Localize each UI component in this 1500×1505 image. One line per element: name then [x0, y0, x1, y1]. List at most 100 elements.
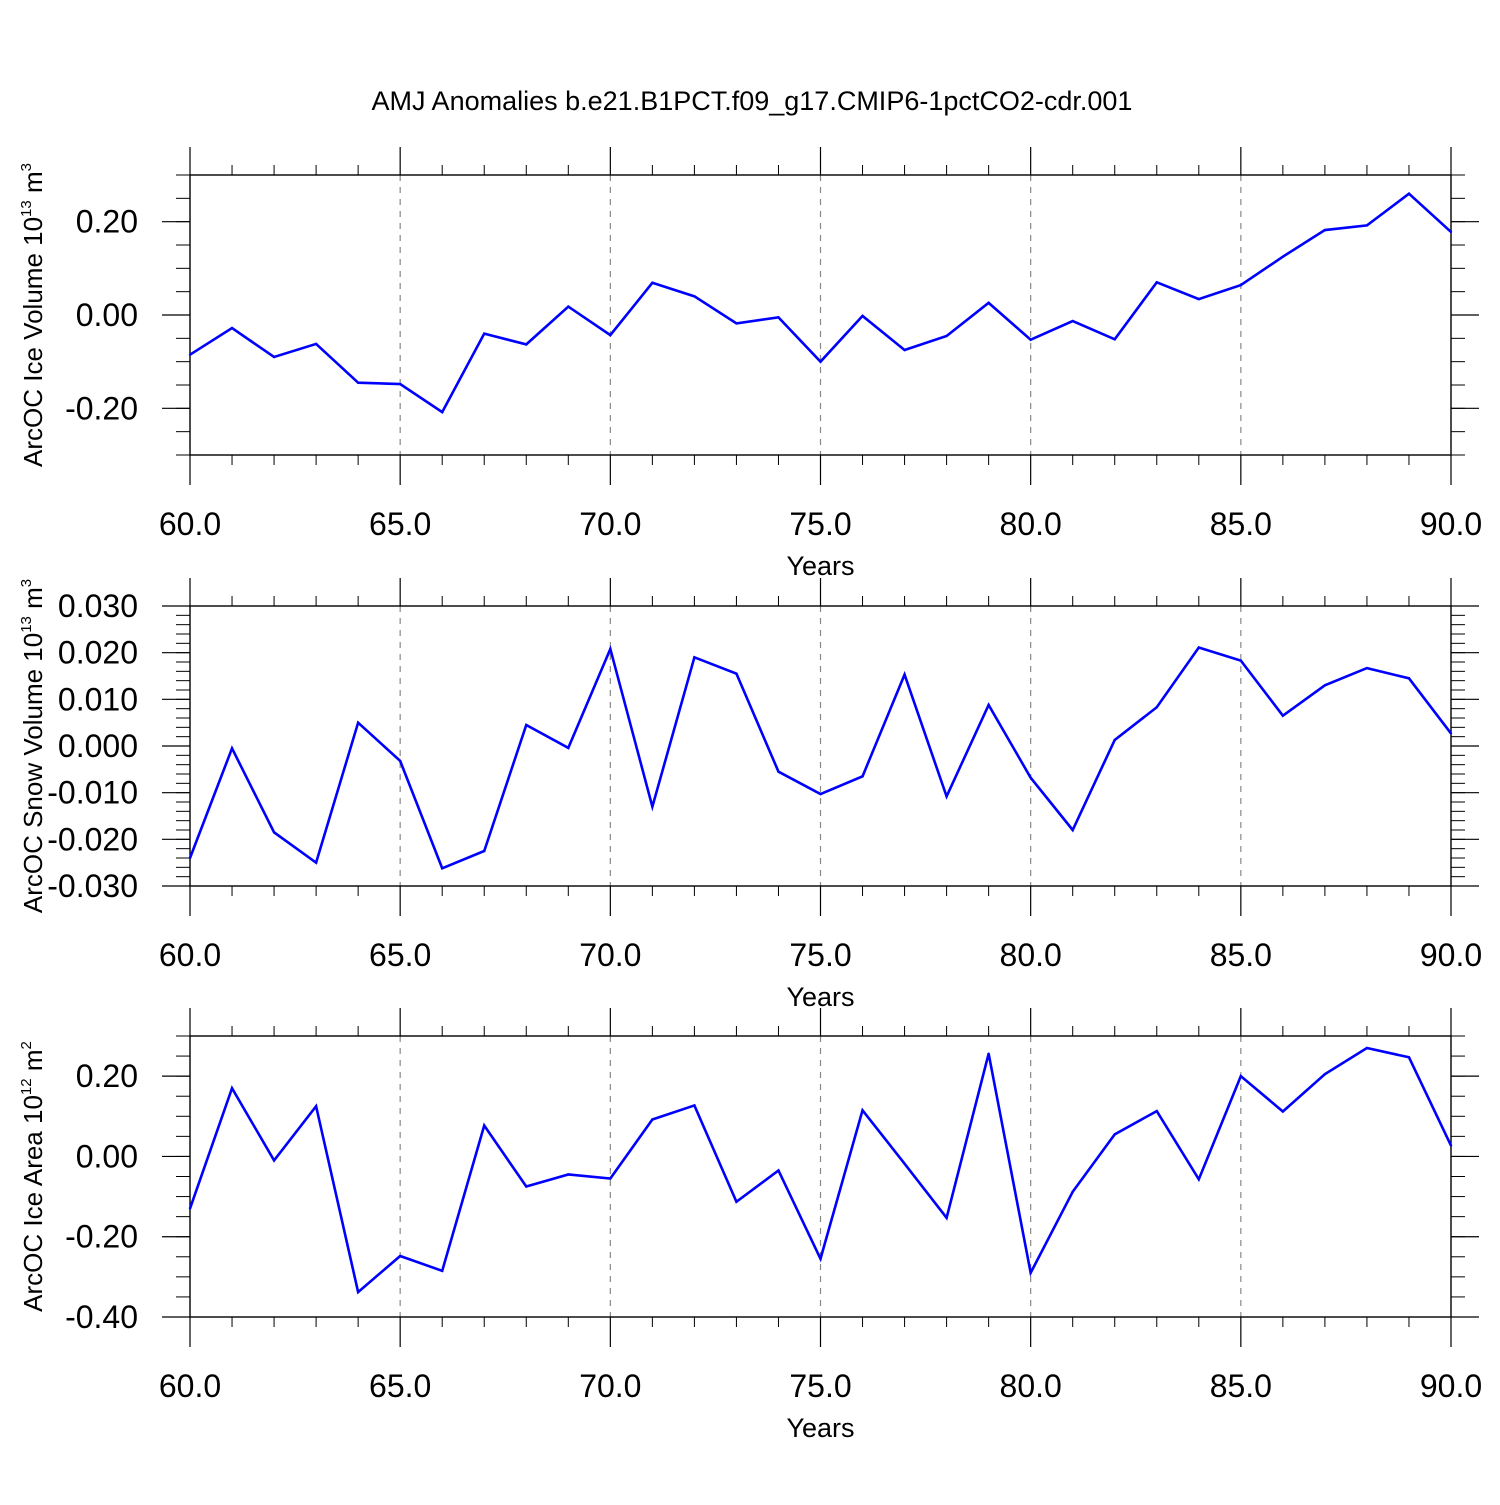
plot-frame	[189, 1035, 1452, 1318]
data-point	[609, 333, 612, 337]
data-point	[987, 1052, 990, 1055]
data-point	[1155, 1109, 1158, 1113]
data-point	[525, 723, 528, 727]
x-tick-label: 80.0	[1000, 937, 1062, 973]
data-point	[735, 672, 738, 675]
data-point	[1029, 776, 1032, 779]
data-point	[609, 647, 612, 651]
data-point	[188, 353, 192, 356]
x-tick-label: 75.0	[789, 1368, 851, 1404]
x-tick-label: 70.0	[579, 506, 641, 542]
data-point	[1323, 228, 1327, 232]
data-point	[693, 295, 696, 298]
data-point	[651, 805, 654, 808]
data-point	[230, 326, 234, 330]
data-point	[1281, 255, 1285, 258]
data-point	[567, 305, 570, 308]
data-point	[693, 1104, 696, 1107]
x-tick-label: 60.0	[159, 937, 221, 973]
x-tick-label: 60.0	[159, 506, 221, 542]
data-point	[1113, 1133, 1116, 1136]
y-tick-label: 0.20	[76, 204, 138, 240]
x-tick-label: 90.0	[1420, 506, 1482, 542]
data-point	[1365, 224, 1369, 227]
data-point	[1323, 1072, 1327, 1076]
data-point	[441, 410, 444, 414]
x-tick-label: 65.0	[369, 1368, 431, 1404]
data-point	[693, 656, 696, 659]
data-point	[230, 1086, 234, 1090]
data-point	[356, 1290, 360, 1294]
y-tick-label: -0.010	[47, 775, 138, 811]
data-point	[356, 381, 360, 384]
data-point	[1281, 1110, 1285, 1113]
data-point	[735, 1200, 738, 1203]
data-point	[314, 861, 318, 864]
x-tick-label: 70.0	[579, 1368, 641, 1404]
y-axis-label: ArcOC Snow Volume 1013 m3	[18, 579, 48, 913]
plot-frame	[189, 605, 1452, 887]
x-axis-label: Years	[786, 1413, 854, 1443]
data-point	[609, 1177, 612, 1180]
y-tick-label: 0.00	[76, 1138, 138, 1174]
y-tick-label: -0.20	[65, 390, 138, 426]
data-point	[987, 703, 990, 707]
data-point	[1239, 1074, 1243, 1078]
x-tick-label: 65.0	[369, 506, 431, 542]
data-point	[903, 348, 906, 352]
x-axis-label: Years	[786, 551, 854, 581]
data-point	[1071, 1190, 1074, 1193]
y-tick-label: 0.020	[58, 635, 138, 671]
y-tick-label: 0.000	[58, 728, 138, 764]
data-point	[1407, 1056, 1411, 1059]
data-point	[903, 1162, 906, 1165]
data-point	[777, 770, 780, 773]
y-tick-label: -0.020	[47, 821, 138, 857]
plot-frame	[189, 174, 1452, 456]
y-tick-label: -0.40	[65, 1299, 138, 1335]
data-point	[272, 1159, 276, 1162]
data-point	[1323, 684, 1327, 687]
data-point	[1365, 666, 1369, 670]
data-point	[1449, 1144, 1453, 1147]
data-point	[1113, 738, 1116, 742]
data-point	[1407, 192, 1411, 195]
y-axis-label: ArcOC Ice Volume 1013 m3	[18, 163, 48, 467]
data-point	[272, 355, 276, 359]
data-point	[777, 1169, 780, 1172]
y-tick-label: 0.00	[76, 297, 138, 333]
y-tick-label: -0.030	[47, 868, 138, 904]
x-tick-label: 85.0	[1210, 1368, 1272, 1404]
data-point	[651, 281, 654, 284]
data-point	[819, 360, 822, 363]
data-point	[567, 746, 570, 750]
y-tick-label: 0.010	[58, 681, 138, 717]
data-point	[567, 1173, 570, 1176]
y-tick-label: -0.20	[65, 1219, 138, 1255]
data-point	[1071, 828, 1074, 832]
data-point	[1113, 338, 1116, 341]
data-point	[1029, 1271, 1032, 1275]
x-tick-label: 90.0	[1420, 937, 1482, 973]
data-point	[945, 334, 948, 338]
x-tick-label: 85.0	[1210, 937, 1272, 973]
x-tick-label: 85.0	[1210, 506, 1272, 542]
data-point	[861, 775, 864, 778]
panel-1: 60.0 65.0 70.0 75.0 80.0 85.0 90.0 -0.20 0.00 0.2…	[18, 147, 1482, 581]
data-point	[1029, 338, 1032, 341]
data-point	[1197, 1178, 1201, 1181]
data-point	[483, 1124, 486, 1127]
data-point	[861, 1109, 864, 1112]
data-point	[230, 747, 234, 750]
data-point	[1197, 646, 1201, 649]
data-point	[651, 1118, 654, 1121]
data-point	[188, 856, 192, 860]
x-tick-label: 80.0	[1000, 1368, 1062, 1404]
data-point	[1197, 297, 1201, 301]
data-point	[735, 322, 738, 325]
data-point	[441, 1269, 444, 1273]
data-point	[1407, 677, 1411, 680]
data-point	[314, 342, 318, 346]
x-tick-label: 65.0	[369, 937, 431, 973]
